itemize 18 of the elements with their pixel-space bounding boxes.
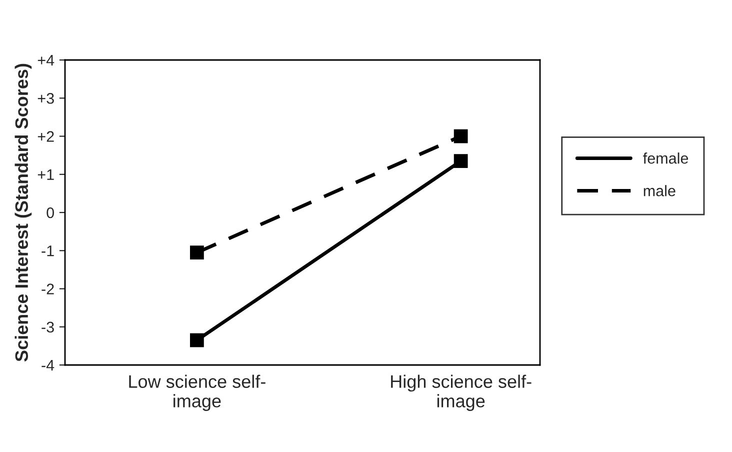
point: [454, 154, 468, 168]
y-tick-label: +4: [38, 55, 54, 66]
legend-label: female: [643, 152, 688, 164]
y-tick-label: +3: [38, 92, 54, 104]
point: [190, 333, 204, 348]
y-axis-title: Science Interest (Standard Scores): [14, 64, 32, 362]
y-tick-label: +1: [38, 169, 54, 180]
point: [454, 129, 468, 144]
y-tick-label: -4: [42, 360, 54, 371]
y-tick-label: -2: [42, 284, 54, 294]
legend-label: male: [644, 185, 676, 196]
y-tick-label: 0: [46, 207, 54, 218]
x-tick-label: High science self- image: [391, 374, 532, 411]
x-tick-label: Low science self- image: [129, 374, 266, 411]
y-tick-label: +2: [38, 131, 54, 142]
point: [190, 246, 204, 260]
y-tick-label: -1: [42, 246, 54, 256]
y-tick-label: -3: [42, 322, 54, 333]
